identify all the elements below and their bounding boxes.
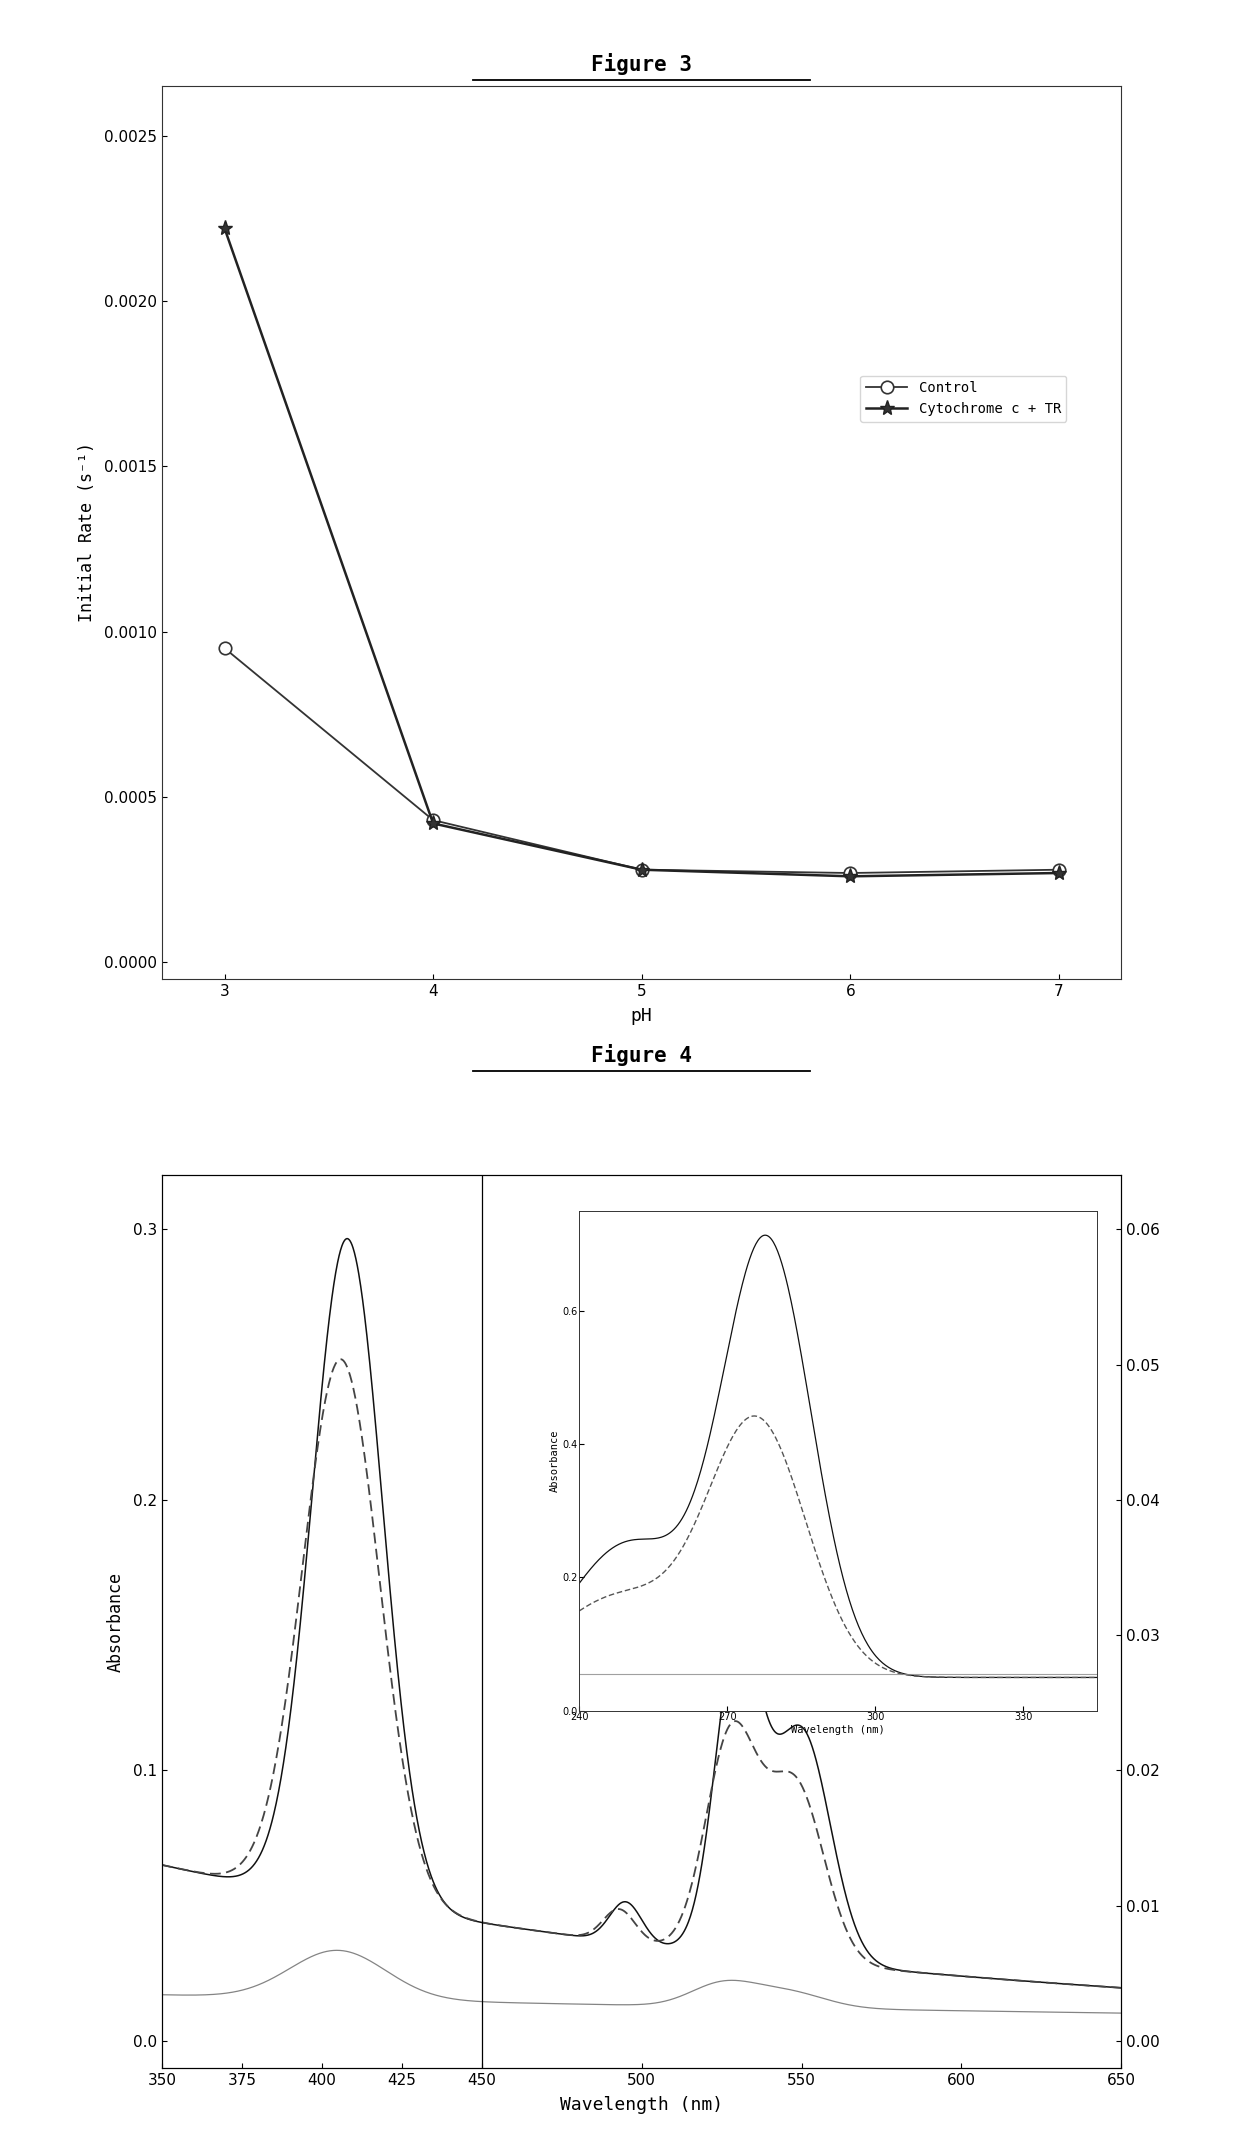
Cytochrome c + TR	[634, 857, 649, 883]
Control	[634, 857, 649, 883]
Control	[1052, 857, 1067, 883]
Cytochrome c + TR	[217, 215, 232, 241]
Line: Cytochrome c + TR: Cytochrome c + TR	[217, 220, 1067, 883]
Legend: Control, Cytochrome c + TR: Control, Cytochrome c + TR	[860, 375, 1067, 422]
Control	[217, 635, 232, 661]
Cytochrome c + TR	[426, 810, 441, 836]
Cytochrome c + TR	[1052, 859, 1067, 885]
Control	[842, 859, 857, 885]
Y-axis label: Initial Rate (s⁻¹): Initial Rate (s⁻¹)	[77, 442, 96, 623]
Cytochrome c + TR	[842, 864, 857, 890]
Text: Figure 4: Figure 4	[591, 1045, 693, 1066]
Line: Control: Control	[218, 642, 1065, 879]
Text: Figure 3: Figure 3	[591, 54, 693, 75]
Y-axis label: Absorbance: Absorbance	[107, 1572, 125, 1672]
X-axis label: pH: pH	[630, 1008, 653, 1025]
Control	[426, 808, 441, 834]
X-axis label: Wavelength (nm): Wavelength (nm)	[561, 2096, 723, 2113]
